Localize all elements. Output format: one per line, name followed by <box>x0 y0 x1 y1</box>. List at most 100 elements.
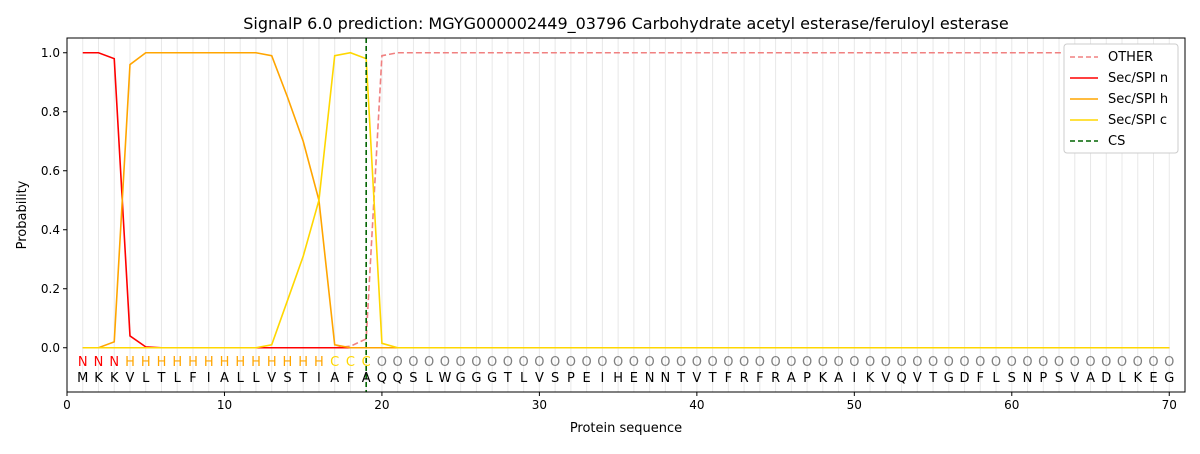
region-label: O <box>534 355 544 370</box>
residue-label: Q <box>377 371 387 386</box>
y-axis-label: Probability <box>15 180 30 249</box>
residue-label: I <box>317 371 321 386</box>
region-label: H <box>314 355 324 370</box>
legend-label: Sec/SPI c <box>1108 113 1167 128</box>
region-label: O <box>1054 355 1064 370</box>
region-label: O <box>471 355 481 370</box>
residue-label: P <box>567 371 575 386</box>
region-label: O <box>440 355 450 370</box>
region-label: O <box>944 355 954 370</box>
residue-label: T <box>676 371 685 386</box>
region-label: H <box>141 355 151 370</box>
series-line-sec-spi-n <box>82 51 1170 349</box>
region-label: O <box>755 355 765 370</box>
residue-label: T <box>708 371 717 386</box>
residue-label: S <box>409 371 417 386</box>
legend <box>1063 43 1179 154</box>
region-label: O <box>1117 355 1127 370</box>
plot-frame <box>66 37 1186 393</box>
region-label: O <box>613 355 623 370</box>
residue-label: F <box>189 371 196 386</box>
legend-label: OTHER <box>1108 50 1153 65</box>
region-label: O <box>818 355 828 370</box>
x-tick-label: 0 <box>63 398 71 412</box>
region-label: O <box>566 355 576 370</box>
residue-label: P <box>803 371 811 386</box>
region-label: O <box>629 355 639 370</box>
region-label: O <box>912 355 922 370</box>
residue-label: F <box>347 371 354 386</box>
residue-label: S <box>551 371 559 386</box>
residue-label: A <box>1086 371 1095 386</box>
residue-label: V <box>1070 371 1079 386</box>
residue-label: H <box>613 371 623 386</box>
region-label: O <box>456 355 466 370</box>
region-label: O <box>487 355 497 370</box>
y-tick-label: 0.6 <box>41 164 60 178</box>
residue-label: S <box>1055 371 1063 386</box>
region-label: H <box>188 355 198 370</box>
residue-label: T <box>928 371 937 386</box>
residue-label: A <box>220 371 229 386</box>
region-label: O <box>1038 355 1048 370</box>
region-label: O <box>770 355 780 370</box>
region-label: O <box>676 355 686 370</box>
region-label: O <box>975 355 985 370</box>
residue-label: K <box>110 371 119 386</box>
residue-label: A <box>834 371 843 386</box>
residue-label: G <box>944 371 954 386</box>
residue-label: F <box>977 371 984 386</box>
x-axis-label: Protein sequence <box>570 421 682 436</box>
region-label: O <box>377 355 387 370</box>
region-label: O <box>881 355 891 370</box>
legend-label: Sec/SPI n <box>1108 71 1168 86</box>
region-label: O <box>424 355 434 370</box>
region-label: O <box>896 355 906 370</box>
residue-label: S <box>1008 371 1016 386</box>
region-label: H <box>283 355 293 370</box>
residue-label: F <box>756 371 763 386</box>
residue-label: R <box>771 371 780 386</box>
region-label: H <box>220 355 230 370</box>
region-label: O <box>991 355 1001 370</box>
legend-label: CS <box>1108 134 1125 149</box>
region-label: O <box>692 355 702 370</box>
residue-label: K <box>819 371 828 386</box>
residue-label: T <box>298 371 307 386</box>
residue-label: K <box>94 371 103 386</box>
region-label: O <box>1085 355 1095 370</box>
residue-label: A <box>330 371 339 386</box>
residue-label: I <box>600 371 604 386</box>
residue-label: V <box>692 371 701 386</box>
residue-label: G <box>471 371 481 386</box>
x-tick-label: 20 <box>374 398 389 412</box>
y-tick-label: 0.2 <box>41 282 60 296</box>
region-label: O <box>802 355 812 370</box>
region-label: H <box>298 355 308 370</box>
residue-label: T <box>503 371 512 386</box>
region-label: N <box>109 355 119 370</box>
residue-label: N <box>660 371 670 386</box>
residue-label: E <box>583 371 591 386</box>
residue-label: S <box>283 371 291 386</box>
region-label: N <box>94 355 104 370</box>
residue-label: F <box>725 371 732 386</box>
region-label: O <box>582 355 592 370</box>
region-label: O <box>1164 355 1174 370</box>
residue-label: L <box>520 371 528 386</box>
x-tick-label: 60 <box>1004 398 1019 412</box>
region-label: O <box>1101 355 1111 370</box>
residue-label: V <box>913 371 922 386</box>
region-label: C <box>330 355 339 370</box>
region-label: O <box>833 355 843 370</box>
series-line-other <box>82 51 1170 349</box>
residue-label: L <box>237 371 245 386</box>
residue-label: Q <box>896 371 906 386</box>
region-label: H <box>172 355 182 370</box>
legend-label: Sec/SPI h <box>1108 92 1168 107</box>
residue-label: I <box>852 371 856 386</box>
region-label: O <box>1133 355 1143 370</box>
residue-label: A <box>787 371 796 386</box>
